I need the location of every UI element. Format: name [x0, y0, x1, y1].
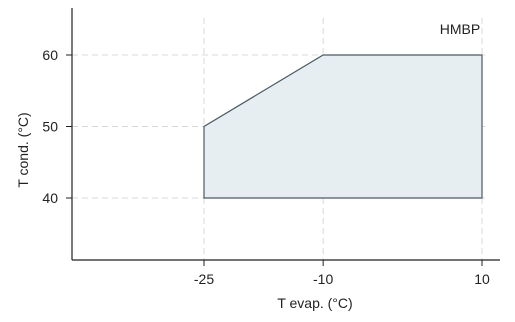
series-annotation: HMBP — [440, 21, 480, 37]
x-axis-label: T evap. (°C) — [277, 295, 352, 311]
y-tick-label: 50 — [42, 119, 58, 135]
axes — [71, 8, 500, 261]
y-axis-label: T cond. (°C) — [15, 112, 31, 187]
tick-labels: 40 50 60 -25 -10 10 — [42, 47, 490, 287]
x-tick-label: -25 — [194, 271, 214, 287]
y-tick-label: 60 — [42, 47, 58, 63]
x-tick-label: -10 — [313, 271, 333, 287]
y-tick-label: 40 — [42, 190, 58, 206]
operating-envelope-area — [203, 54, 483, 199]
x-tick-label: 10 — [474, 271, 490, 287]
